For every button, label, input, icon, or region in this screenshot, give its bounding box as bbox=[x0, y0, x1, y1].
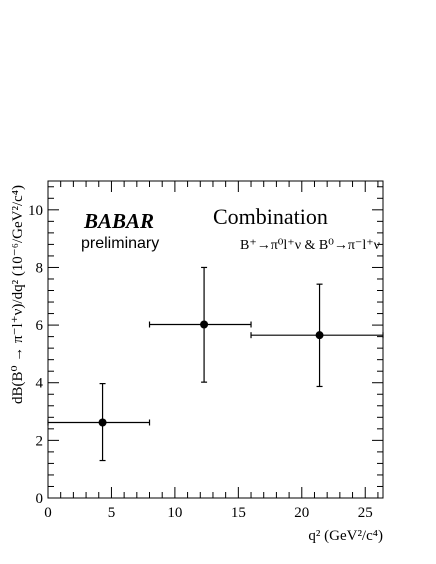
y-tick-label: 2 bbox=[36, 433, 44, 449]
chart-title: Combination bbox=[213, 204, 328, 229]
data-point bbox=[250, 283, 384, 388]
y-tick-label: 6 bbox=[36, 318, 44, 334]
data-points bbox=[47, 266, 384, 462]
data-marker bbox=[98, 418, 107, 427]
y-tick-label: 0 bbox=[36, 491, 44, 507]
data-marker bbox=[315, 331, 324, 340]
x-axis-ticks: 0 5 10 15 20 25 bbox=[44, 181, 379, 521]
x-tick-label: 0 bbox=[44, 505, 52, 521]
x-tick-label: 5 bbox=[108, 505, 116, 521]
chart-subtitle: preliminary bbox=[81, 235, 159, 252]
plot-border bbox=[47, 180, 384, 499]
process-label: B⁺→π⁰l⁺ν & B⁰→π⁻l⁺ν bbox=[240, 238, 380, 253]
y-axis-ticks: 0 2 4 6 8 10 bbox=[28, 186, 383, 507]
data-marker bbox=[200, 320, 209, 329]
y-axis-label: dB(B⁰ → π⁻l⁺ν)/dq² (10⁻⁶/GeV²/c⁴) bbox=[10, 185, 26, 404]
x-tick-label: 25 bbox=[358, 505, 373, 521]
plot-frame bbox=[47, 180, 384, 499]
y-tick-label: 8 bbox=[36, 260, 44, 276]
y-tick-label: 4 bbox=[36, 376, 44, 392]
x-axis-label: q² (GeV²/c⁴) bbox=[308, 528, 383, 544]
y-tick-label: 10 bbox=[28, 203, 43, 219]
x-tick-label: 10 bbox=[167, 505, 182, 521]
data-point bbox=[47, 382, 151, 462]
x-tick-label: 20 bbox=[294, 505, 309, 521]
babar-logo: BABAR bbox=[83, 209, 154, 233]
x-tick-label: 15 bbox=[231, 505, 246, 521]
data-point bbox=[148, 266, 252, 383]
